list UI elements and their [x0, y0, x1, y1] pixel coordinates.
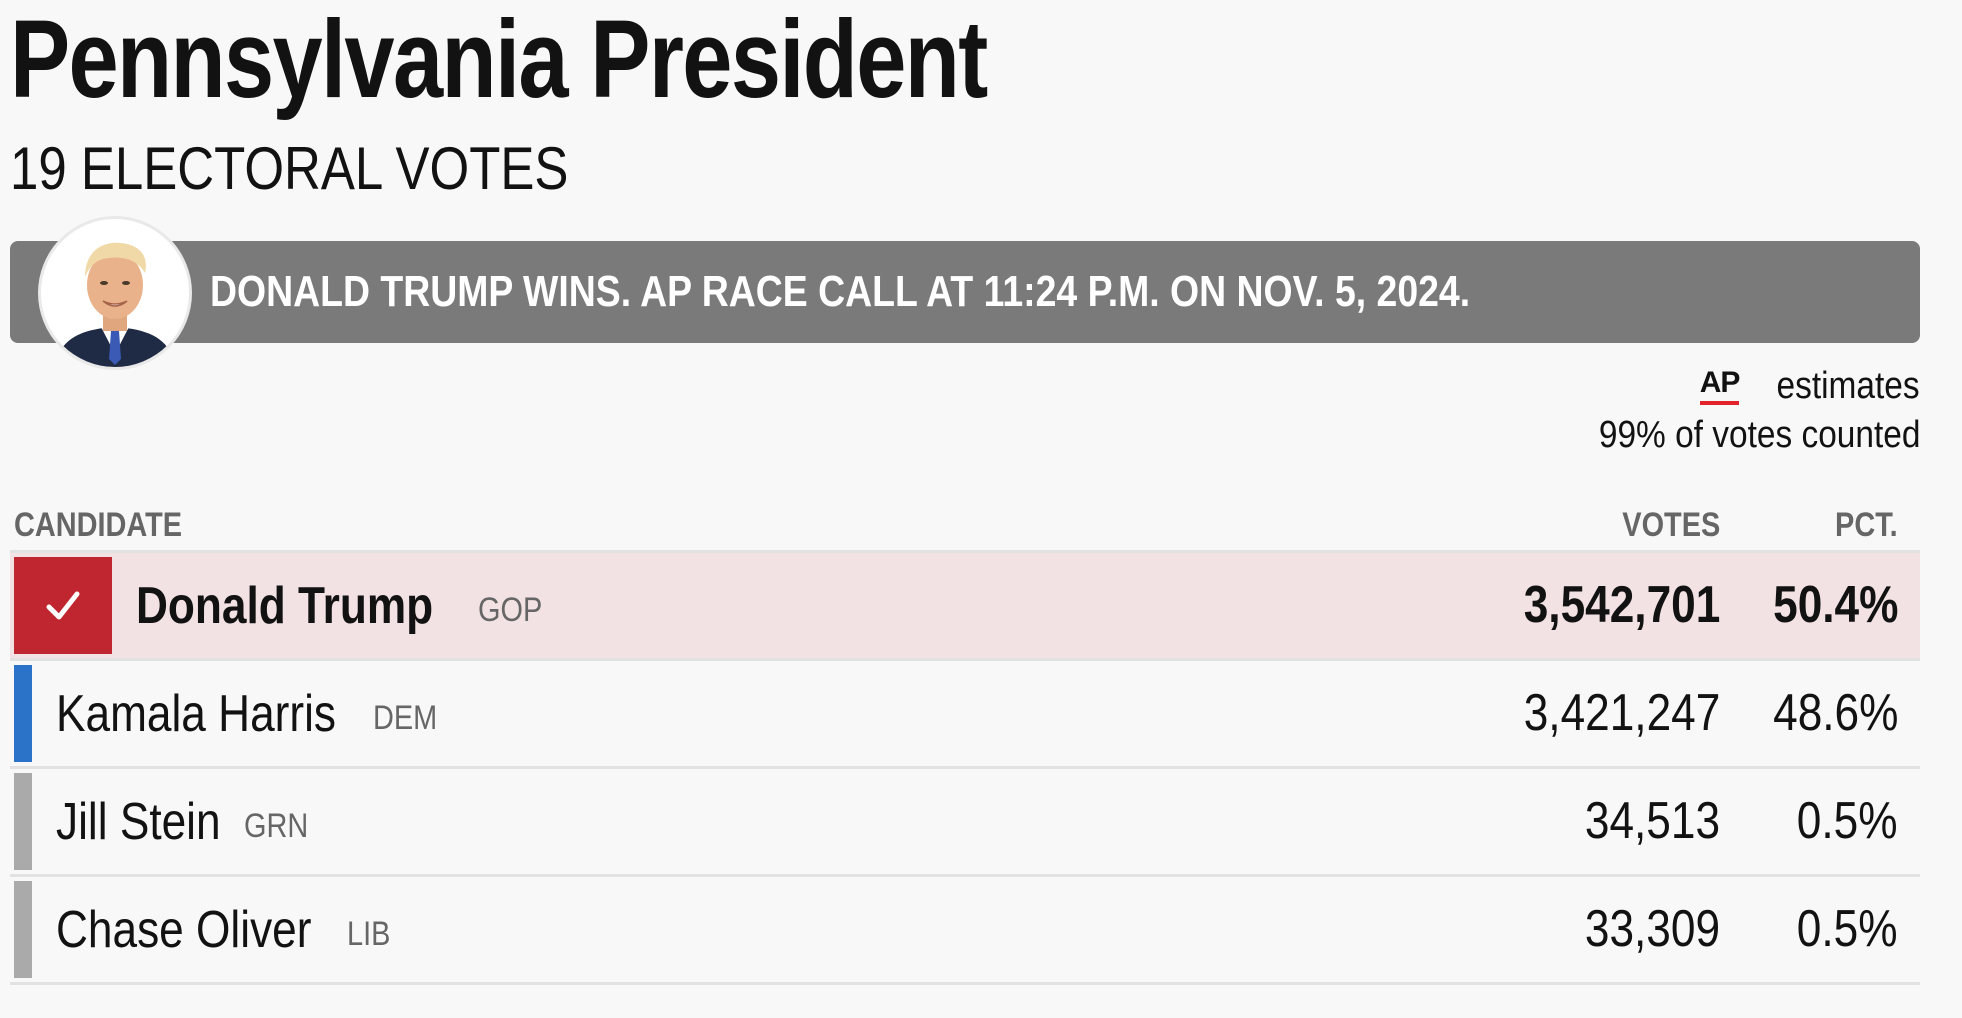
header-candidate: CANDIDATE [14, 506, 183, 544]
ap-estimates: AP estimates [1699, 362, 1920, 410]
candidate-pct: 48.6% [1772, 684, 1898, 742]
candidate-party: GRN [243, 807, 308, 845]
candidate-cell: Kamala Harris DEM [56, 661, 449, 766]
race-call-banner: DONALD TRUMP WINS. AP RACE CALL AT 11:24… [10, 241, 1920, 343]
candidate-votes: 33,309 [1584, 900, 1720, 958]
page-title: Pennsylvania President [10, 0, 988, 121]
table-row-trump: Donald Trump GOP 3,542,701 50.4% [10, 550, 1920, 661]
votes-counted: 99% of votes counted [1598, 414, 1920, 456]
candidate-party: GOP [477, 591, 542, 629]
electoral-votes: 19 ELECTORAL VOTES [10, 135, 569, 202]
party-color-bar [14, 665, 32, 762]
row-divider [10, 550, 1920, 553]
party-color-bar [14, 881, 32, 978]
header-votes: VOTES [1622, 506, 1720, 544]
candidate-votes: 34,513 [1584, 792, 1720, 850]
party-color-bar [14, 773, 32, 870]
candidate-pct: 0.5% [1797, 900, 1898, 958]
candidate-cell: Chase Oliver LIB [56, 877, 398, 982]
candidate-name: Kamala Harris [56, 684, 337, 743]
candidate-pct: 0.5% [1797, 792, 1898, 850]
candidate-party: LIB [346, 915, 390, 953]
race-call-text: DONALD TRUMP WINS. AP RACE CALL AT 11:24… [210, 267, 1471, 316]
candidate-cell: Donald Trump GOP [136, 553, 553, 658]
candidate-votes: 3,542,701 [1523, 576, 1720, 634]
ap-logo: AP [1699, 367, 1740, 405]
header-pct: PCT. [1835, 506, 1898, 544]
table-header: CANDIDATE VOTES PCT. [10, 502, 1920, 548]
ap-estimates-label: estimates [1776, 364, 1920, 407]
portrait-graphic [41, 219, 189, 367]
checkmark-icon [46, 591, 80, 619]
candidate-name: Chase Oliver [56, 900, 312, 959]
winner-check-icon [14, 557, 112, 654]
candidate-cell: Jill Stein GRN [56, 769, 319, 874]
candidate-portrait-icon [38, 216, 192, 370]
table-row-stein: Jill Stein GRN 34,513 0.5% [10, 769, 1920, 877]
table-row-harris: Kamala Harris DEM 3,421,247 48.6% [10, 661, 1920, 769]
candidate-pct: 50.4% [1772, 576, 1898, 634]
candidate-party: DEM [373, 699, 438, 737]
results-table: Donald Trump GOP 3,542,701 50.4% Kamala … [10, 550, 1920, 985]
table-row-oliver: Chase Oliver LIB 33,309 0.5% [10, 877, 1920, 985]
candidate-votes: 3,421,247 [1523, 684, 1720, 742]
candidate-name: Jill Stein [56, 792, 221, 851]
candidate-name: Donald Trump [136, 576, 434, 635]
